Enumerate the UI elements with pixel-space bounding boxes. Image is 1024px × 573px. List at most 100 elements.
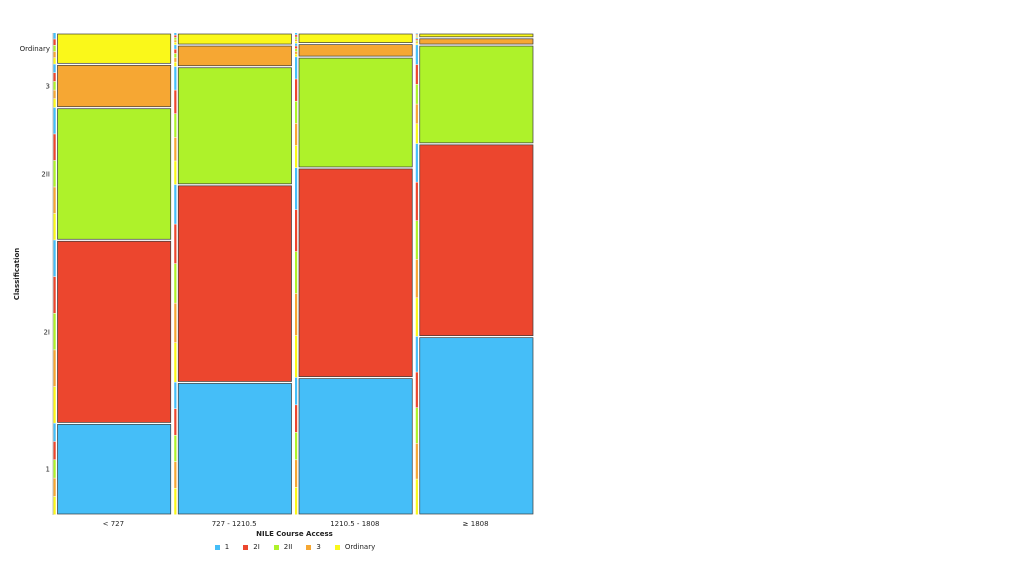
strip-727-1210-5-3-ordinary [174,62,176,66]
y-tick-label-1: 1 [46,466,50,474]
legend-swatch-ordinary [335,545,340,550]
strip-727-3-3 [54,90,56,98]
strip-1210-5-1808-ordinary-3 [295,39,297,41]
y-axis-title: Classification [13,248,21,301]
cell-1210-5-1808-2i [299,169,412,377]
strip-727-1210-5-2i-ordinary [174,343,176,382]
cell-727-ordinary [58,34,171,63]
strip-727-2i-3 [54,350,56,386]
strip-1808-3-2ii [416,41,418,42]
x-tick-label-1808: ≥ 1808 [463,520,489,528]
legend-item-2i: 2I [243,543,260,551]
strip-727-1210-5-2i-2i [174,224,176,263]
strip-1808-2i-2ii [416,221,418,259]
strip-727-1210-5-2i-1 [174,185,176,224]
strip-727-ordinary-2i [54,39,56,45]
legend-swatch-2i [243,545,248,550]
strip-1210-5-1808-ordinary-2i [295,35,297,37]
strip-1808-2ii-2i [416,65,418,84]
strip-1210-5-1808-3-2i [295,46,297,48]
cell-727-1210-5-2i [178,186,291,382]
y-tick-label-2i: 2I [43,328,50,336]
strip-727-1210-5-ordinary-ordinary [174,43,176,45]
cell-1210-5-1808-1 [299,379,412,514]
strip-727-1210-5-3-1 [174,45,176,49]
strip-727-1210-5-1-1 [174,382,176,408]
strip-1210-5-1808-1-3 [295,460,297,487]
cell-1210-5-1808-3 [299,45,412,56]
strip-1808-1-ordinary [416,479,418,514]
x-axis-title: NILE Course Access [256,530,333,538]
legend-swatch-3 [306,545,311,550]
strip-1210-5-1808-2i-1 [295,168,297,209]
strip-1210-5-1808-2i-3 [295,294,297,335]
strip-727-1210-5-ordinary-2ii [174,38,176,40]
cell-1210-5-1808-ordinary [299,34,412,43]
strip-727-1210-5-2ii-1 [174,67,176,90]
strip-727-1210-5-1-2i [174,409,176,435]
cell-1808-ordinary [420,34,533,37]
strip-1808-3-ordinary [416,44,418,45]
strip-727-1-1 [54,423,56,441]
strip-1210-5-1808-3-1 [295,44,297,46]
strip-1808-2ii-2ii [416,85,418,104]
cell-727-2i [58,241,171,422]
x-tick-label-727: < 727 [103,520,124,528]
strip-1808-1-2ii [416,408,418,443]
strip-1808-2i-2i [416,182,418,220]
legend-label-1: 1 [225,543,229,551]
strip-727-ordinary-2ii [54,46,56,52]
strip-1808-2i-3 [416,260,418,298]
strip-727-1210-5-ordinary-1 [174,33,176,35]
cell-727-1210-5-3 [178,46,291,66]
strip-1210-5-1808-2ii-3 [295,124,297,146]
strip-727-1210-5-ordinary-2i [174,35,176,37]
strip-1210-5-1808-3-ordinary [295,54,297,56]
strip-727-1210-5-1-3 [174,462,176,488]
strip-727-2i-2i [54,277,56,313]
legend-item-2ii: 2II [274,543,293,551]
strip-727-ordinary-ordinary [54,58,56,64]
strip-1808-2i-ordinary [416,298,418,336]
legend-item-3: 3 [306,543,320,551]
strip-1210-5-1808-2i-2i [295,210,297,251]
strip-727-1210-5-2ii-2i [174,90,176,113]
strip-1808-1-2i [416,372,418,407]
strip-727-2i-ordinary [54,387,56,423]
y-tick-label-ordinary: Ordinary [20,45,50,53]
strip-727-2ii-1 [54,108,56,134]
strip-1808-3-2i [416,39,418,40]
strip-1808-3-1 [416,38,418,39]
strip-727-1210-5-ordinary-3 [174,40,176,42]
strip-1808-2ii-1 [416,45,418,64]
strip-1808-1-1 [416,337,418,372]
strip-1210-5-1808-2ii-2ii [295,101,297,123]
legend-swatch-1 [215,545,220,550]
column-1210-5-1808 [295,33,412,515]
strip-727-2ii-ordinary [54,214,56,240]
strip-1808-2ii-ordinary [416,124,418,143]
strip-727-1-ordinary [54,497,56,515]
strip-1210-5-1808-1-2ii [295,433,297,460]
cell-727-2ii [58,109,171,240]
strip-727-2ii-2ii [54,161,56,187]
cell-1808-1 [420,338,533,514]
strip-727-3-1 [54,64,56,72]
cell-727-3 [58,65,171,106]
cell-727-1 [58,424,171,514]
strip-727-1-2i [54,442,56,460]
legend-item-1: 1 [215,543,229,551]
column-727 [54,33,171,515]
strip-727-1210-5-3-2ii [174,54,176,58]
strip-1210-5-1808-1-2i [295,405,297,432]
strip-727-1-2ii [54,460,56,478]
cell-1210-5-1808-2ii [299,58,412,167]
strip-727-1210-5-2ii-ordinary [174,161,176,184]
strip-1210-5-1808-ordinary-1 [295,33,297,35]
column-727-1210-5 [174,33,291,515]
legend-item-ordinary: Ordinary [335,543,375,551]
strip-1210-5-1808-2ii-2i [295,79,297,101]
cell-727-1210-5-1 [178,383,291,514]
strip-1210-5-1808-ordinary-ordinary [295,41,297,43]
strip-727-1210-5-1-ordinary [174,488,176,514]
